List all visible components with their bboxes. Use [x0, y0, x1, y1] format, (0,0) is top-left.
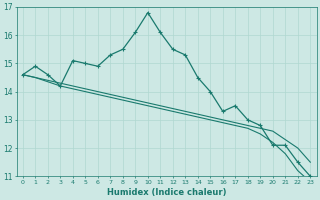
X-axis label: Humidex (Indice chaleur): Humidex (Indice chaleur) — [107, 188, 226, 197]
